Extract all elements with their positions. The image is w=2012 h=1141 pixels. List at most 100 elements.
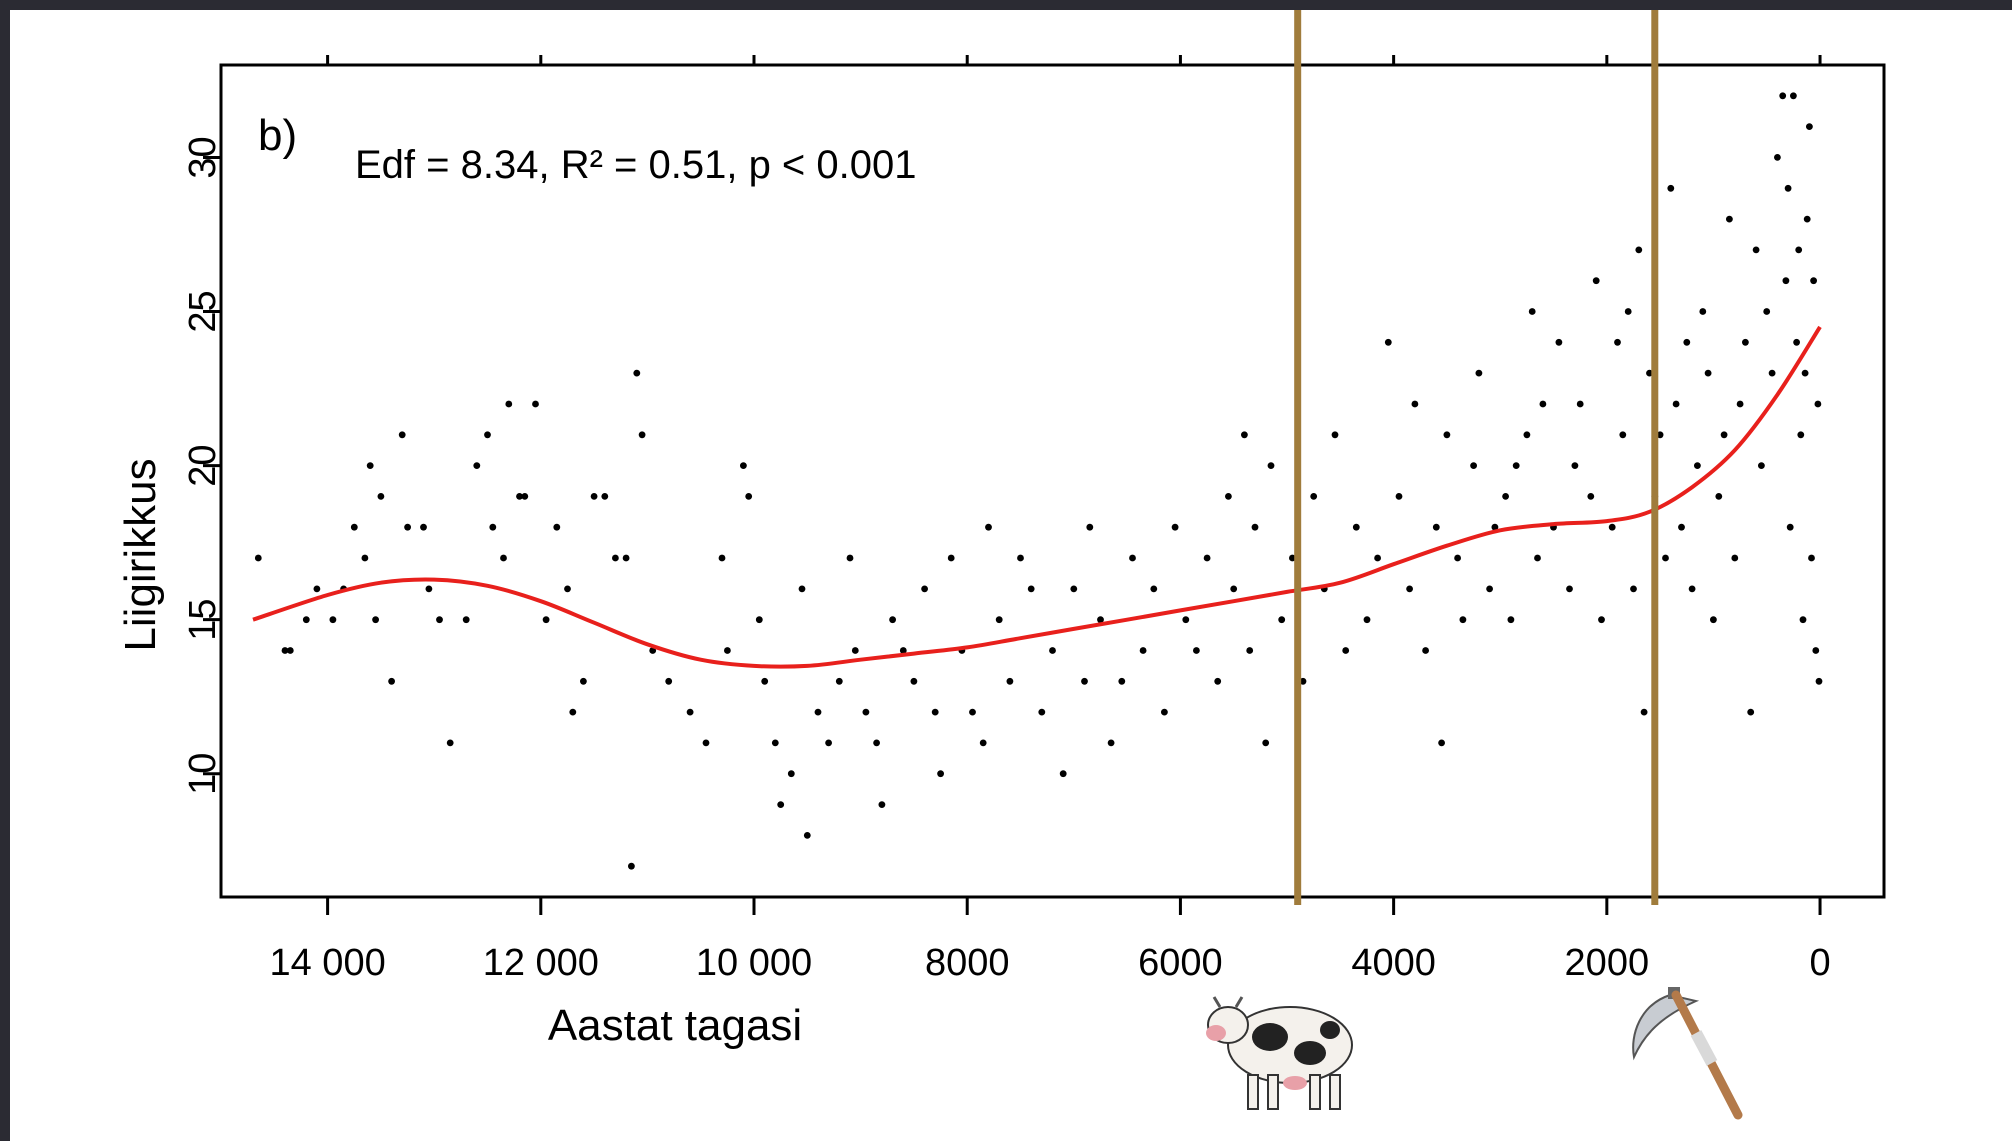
- data-point: [1720, 431, 1728, 439]
- data-point: [254, 554, 262, 562]
- data-point: [1454, 554, 1461, 562]
- data-point: [1815, 677, 1823, 685]
- data-point: [1803, 215, 1811, 223]
- data-point: [724, 647, 731, 654]
- data-point: [1742, 338, 1749, 346]
- data-point: [718, 554, 726, 562]
- data-point: [1797, 431, 1805, 439]
- data-point: [1363, 616, 1371, 624]
- data-points: [254, 92, 1823, 870]
- data-point: [1812, 647, 1820, 654]
- data-point: [350, 523, 358, 531]
- stats-annotation: Edf = 8.34, R² = 0.51, p < 0.001: [355, 143, 917, 187]
- y-tick-label: 30: [182, 136, 224, 178]
- data-point: [1624, 308, 1632, 315]
- data-point: [500, 554, 507, 562]
- data-point: [1715, 493, 1723, 500]
- data-point: [814, 708, 822, 716]
- data-point: [1475, 369, 1483, 377]
- data-point: [1576, 400, 1584, 408]
- data-point: [425, 585, 433, 593]
- data-point: [1352, 523, 1360, 531]
- scatter-chart: 14 000 12 000 10 000 8000 6000 4000 2000 0 10 15 2…: [116, 10, 1886, 1120]
- data-point: [947, 554, 955, 562]
- y-tick-label: 25: [182, 290, 224, 332]
- x-tick-label: 4000: [1351, 942, 1436, 984]
- x-tick-label: 14 000: [269, 942, 385, 984]
- data-point: [542, 616, 550, 624]
- data-point: [1422, 647, 1429, 654]
- y-tick-label: 20: [182, 444, 224, 486]
- data-point: [1118, 677, 1126, 685]
- data-point: [979, 739, 987, 747]
- data-point: [1225, 493, 1232, 500]
- data-point: [1214, 677, 1222, 685]
- panel-label: b): [258, 111, 297, 160]
- data-point: [1299, 677, 1307, 685]
- data-point: [436, 616, 443, 624]
- data-point: [1251, 523, 1259, 531]
- data-point: [1406, 585, 1413, 593]
- data-point: [1107, 739, 1115, 747]
- data-point: [505, 400, 513, 408]
- data-point: [1230, 585, 1238, 593]
- data-point: [1774, 154, 1781, 161]
- data-point: [638, 431, 646, 439]
- data-point: [1534, 554, 1541, 562]
- data-point: [473, 462, 481, 469]
- y-axis-label: Liigirikkus: [116, 458, 165, 651]
- data-point: [1161, 708, 1168, 716]
- data-point: [1049, 647, 1056, 654]
- data-point: [361, 554, 369, 562]
- data-point: [1763, 308, 1771, 315]
- data-point: [404, 523, 411, 531]
- data-point: [1267, 462, 1275, 469]
- data-point: [1710, 616, 1717, 624]
- data-point: [1667, 184, 1675, 192]
- data-point: [1694, 462, 1701, 469]
- plot-frame: [219, 63, 1886, 899]
- data-point: [1635, 246, 1643, 254]
- data-point: [825, 739, 832, 747]
- data-point: [366, 462, 374, 469]
- x-tick-label: 2000: [1565, 942, 1650, 984]
- data-point: [1081, 677, 1088, 685]
- data-point: [1758, 462, 1765, 469]
- data-point: [835, 677, 843, 685]
- data-point: [846, 554, 854, 562]
- slide: 14 000 12 000 10 000 8000 6000 4000 2000 0 10 15 2…: [10, 10, 2012, 1141]
- fit-line: [252, 325, 1822, 669]
- data-point: [1246, 647, 1254, 654]
- data-point: [755, 616, 763, 624]
- data-point: [740, 462, 747, 469]
- data-point: [329, 616, 337, 624]
- data-point: [1795, 246, 1803, 254]
- data-point: [761, 677, 769, 685]
- data-point: [1171, 523, 1179, 531]
- axis-ticks: 14 000 12 000 10 000 8000 6000 4000 2000 0 10 15 2…: [182, 55, 1831, 984]
- data-point: [553, 523, 561, 531]
- data-point: [771, 739, 779, 747]
- data-point: [1331, 431, 1339, 439]
- data-point: [787, 770, 795, 778]
- data-point: [1129, 554, 1136, 562]
- data-point: [1203, 554, 1211, 562]
- data-point: [1139, 647, 1147, 654]
- data-point: [622, 554, 630, 562]
- data-point: [1779, 92, 1787, 100]
- data-point: [1784, 184, 1792, 192]
- data-point: [910, 677, 918, 685]
- data-point: [777, 801, 785, 808]
- data-point: [1491, 523, 1499, 531]
- data-point: [1182, 616, 1190, 624]
- data-point: [1786, 523, 1794, 531]
- data-point: [1688, 585, 1696, 593]
- data-point: [899, 647, 907, 654]
- data-point: [851, 647, 859, 654]
- data-point: [302, 616, 310, 624]
- data-point: [1059, 770, 1067, 778]
- data-point: [1038, 708, 1046, 716]
- data-point: [1678, 523, 1685, 531]
- data-point: [1630, 585, 1637, 593]
- data-point: [1310, 493, 1318, 500]
